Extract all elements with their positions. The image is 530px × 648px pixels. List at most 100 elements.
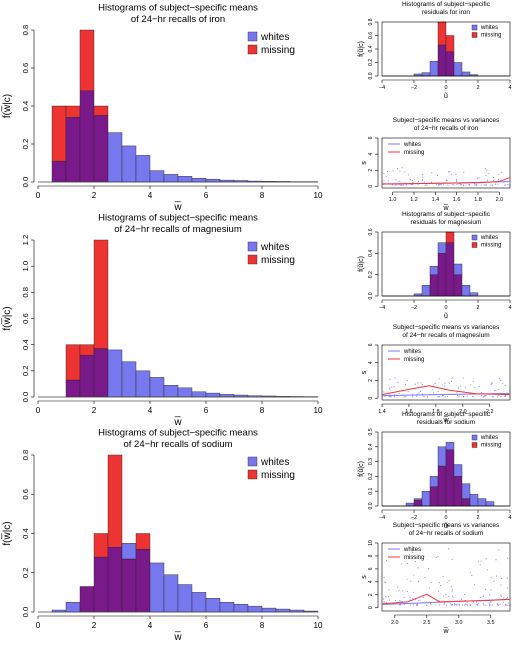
scatter-point: [449, 171, 451, 173]
scatter-point: [438, 378, 440, 380]
x-tick-label: 3.0: [455, 620, 463, 626]
scatter-point: [401, 184, 403, 186]
scatter-point: [491, 396, 493, 398]
bar-overlap: [51, 160, 67, 183]
scatter-point: [416, 393, 418, 395]
bar-whites: [421, 72, 431, 77]
scatter-point: [482, 603, 484, 605]
scatter-point: [417, 180, 419, 182]
scatter-point: [451, 604, 453, 606]
x-tick-label: 2: [477, 305, 480, 311]
y-tick-label: 0.4: [21, 100, 30, 111]
bar-whites: [469, 292, 479, 297]
bar-whites: [219, 601, 235, 613]
scatter-point: [446, 179, 448, 181]
scatter-point: [391, 184, 393, 186]
scatter-point: [419, 599, 421, 601]
scatter-point: [422, 393, 424, 395]
scatter-point: [438, 396, 441, 398]
scatter-point: [450, 380, 452, 383]
scatter-point: [472, 396, 474, 398]
scatter-point: [438, 604, 440, 606]
bar-whites: [177, 584, 193, 613]
chart-title: Histograms of subject−specific: [402, 1, 491, 8]
scatter-point: [406, 578, 408, 580]
line-whites: [381, 392, 511, 397]
scatter-point: [437, 556, 439, 558]
scatter-point: [404, 171, 406, 173]
scatter-point: [469, 604, 471, 606]
scatter-point: [434, 383, 436, 385]
scatter-point: [441, 395, 444, 397]
x-tick-label: 2: [477, 85, 480, 91]
y-tick-label: 0: [368, 185, 374, 188]
scatter-point: [504, 396, 506, 398]
scatter-point: [407, 174, 409, 176]
scatter-point: [491, 184, 493, 186]
scatter-point: [430, 581, 432, 583]
scatter-point: [437, 391, 439, 393]
legend-swatch-missing: [247, 44, 258, 55]
bar-whites: [469, 493, 479, 507]
scatter-point: [486, 569, 488, 571]
scatter-point: [388, 396, 390, 398]
x-tick-label: 6: [204, 406, 209, 415]
scatter-point: [435, 556, 437, 559]
bar-whites: [453, 464, 463, 477]
scatter-point: [458, 603, 460, 605]
scatter-point: [453, 184, 455, 186]
x-tick-label: 1.4: [432, 197, 440, 203]
scatter-point: [411, 551, 413, 553]
y-tick-label: 0.8: [21, 25, 30, 36]
y-tick-label: 1.2: [21, 235, 30, 246]
y-tick-label: 0.6: [368, 228, 374, 235]
scatter-point: [455, 604, 457, 606]
y-tick-label: 0.2: [21, 366, 30, 377]
scatter-point: [390, 396, 392, 398]
scatter-point: [495, 390, 497, 392]
chart-title: Histograms of subject−specific means: [98, 428, 258, 439]
scatter-point: [403, 396, 405, 398]
scatter-point: [382, 598, 384, 600]
chart-title: of 24−hr recalls of iron: [131, 14, 225, 25]
bar-overlap: [445, 242, 455, 297]
scatter-point: [491, 382, 493, 384]
scatter-point: [475, 183, 477, 185]
bar-overlap: [445, 449, 455, 507]
bar-overlap: [437, 253, 447, 297]
bar-overlap: [79, 90, 95, 183]
scatter-point: [486, 169, 488, 171]
chart-title: of 24−hr recalls of iron: [414, 125, 479, 132]
scatter-point: [393, 396, 395, 398]
scatter-point: [479, 564, 481, 566]
scatter-point: [448, 382, 450, 384]
legend-swatch-whites: [471, 24, 478, 31]
scatter-point: [417, 599, 419, 601]
x-tick-label: −2: [411, 515, 417, 521]
scatter-point: [403, 597, 405, 599]
legend-swatch-whites: [247, 241, 258, 252]
x-tick-label: −2: [411, 305, 417, 311]
legend-label-whites: whites: [480, 435, 498, 441]
scatter-point: [382, 396, 384, 398]
scatter-point: [416, 604, 418, 606]
scatter-point: [455, 174, 457, 176]
x-tick-label: 6: [204, 191, 209, 200]
legend-swatch-missing: [471, 442, 478, 448]
scatter-point: [466, 603, 468, 605]
scatter-point: [414, 383, 416, 385]
bar-whites: [445, 442, 455, 450]
scatter-point: [456, 603, 458, 605]
scatter-point: [463, 171, 465, 173]
plot-frame: [381, 431, 511, 507]
scatter-point: [489, 603, 491, 606]
y-axis-label: s: [361, 575, 368, 579]
scatter-point: [460, 385, 462, 387]
y-tick-label: 0.8: [21, 450, 30, 461]
y-tick-label: 0.6: [368, 32, 374, 39]
scatter-point: [484, 184, 486, 186]
bar-whites: [485, 501, 495, 507]
legend-label-missing: missing: [481, 243, 501, 249]
x-tick-label: 4: [148, 621, 153, 630]
scatter-point: [476, 604, 478, 606]
